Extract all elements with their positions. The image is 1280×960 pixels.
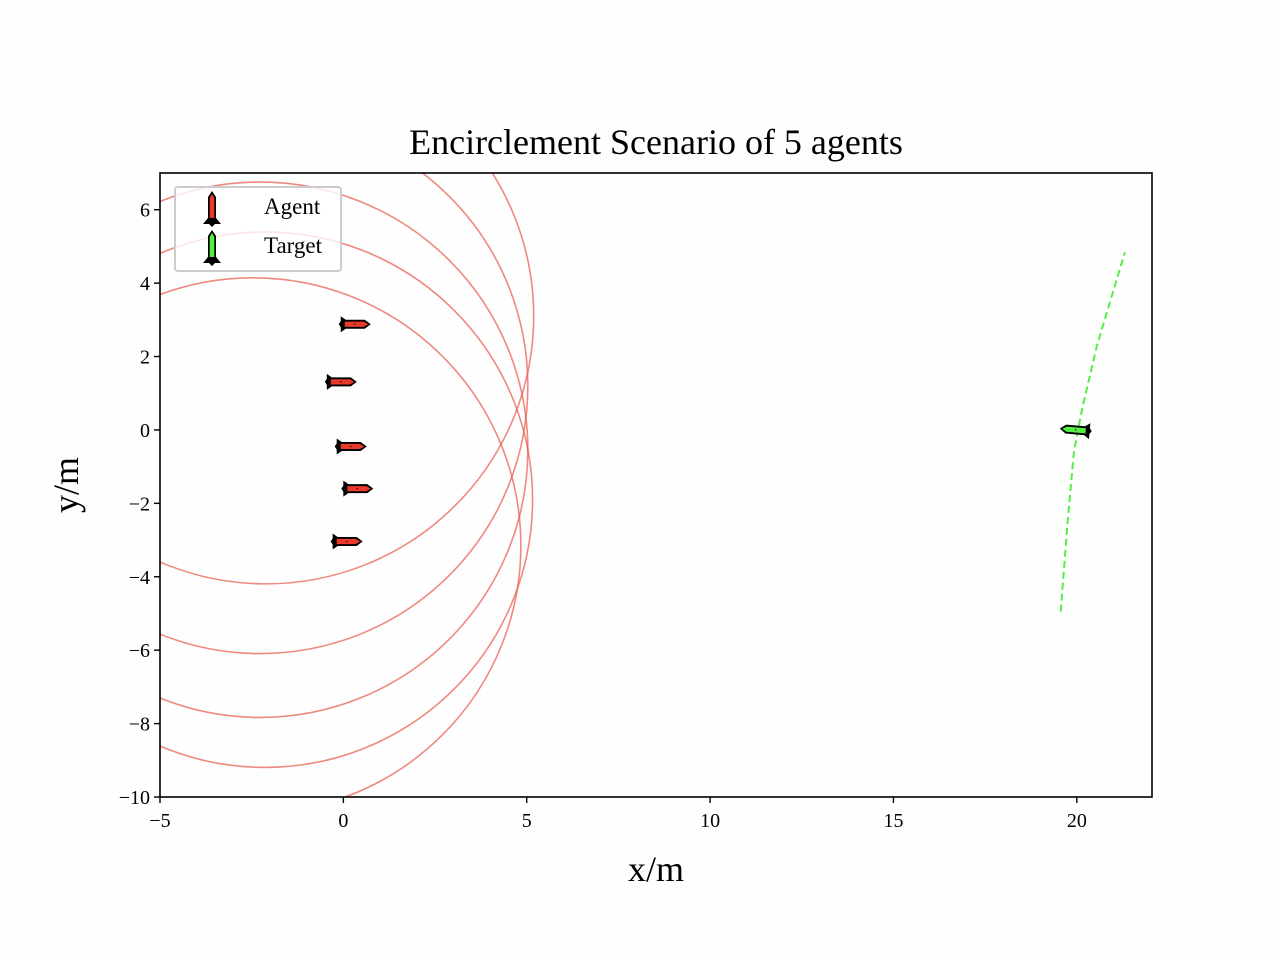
x-tick-label: −5 xyxy=(149,810,170,832)
sensing-circle xyxy=(160,173,535,585)
legend: Agent Target xyxy=(174,186,342,272)
y-tick-label: −8 xyxy=(129,714,150,736)
x-tick-label: 15 xyxy=(883,810,903,832)
x-tick-label: 10 xyxy=(700,810,720,832)
y-tick-label: 6 xyxy=(140,200,150,222)
axes-frame xyxy=(159,172,1153,798)
sensing-circle xyxy=(160,277,522,797)
legend-entry-agent: Agent xyxy=(176,190,340,228)
legend-label-agent: Agent xyxy=(264,194,321,219)
y-tick-label: −2 xyxy=(129,493,150,515)
agent-marker xyxy=(334,438,367,455)
sensing-circle xyxy=(160,173,529,655)
y-tick-label: 4 xyxy=(140,273,150,295)
target-marker xyxy=(1059,423,1092,440)
y-tick-label: −6 xyxy=(129,640,150,662)
x-tick-label: 5 xyxy=(522,810,532,832)
y-axis-label: y/m xyxy=(46,456,86,514)
target-rocket-icon xyxy=(203,230,221,266)
agent-marker xyxy=(324,373,357,390)
legend-label-target: Target xyxy=(264,233,322,258)
agent-marker xyxy=(330,533,363,550)
y-tick-label: 2 xyxy=(140,347,150,369)
y-tick-label: −10 xyxy=(119,787,150,809)
legend-entry-target: Target xyxy=(176,229,340,267)
x-axis-label: x/m xyxy=(627,849,684,889)
chart-title: Encirclement Scenario of 5 agents xyxy=(409,122,903,162)
x-tick-label: 20 xyxy=(1067,810,1087,832)
x-tick-label: 0 xyxy=(338,810,348,832)
plot-content xyxy=(160,173,1126,797)
agent-marker xyxy=(338,316,371,333)
y-tick-label: 0 xyxy=(140,420,150,442)
agent-rocket-icon xyxy=(203,191,221,227)
y-tick-label: −4 xyxy=(129,567,150,589)
agent-marker xyxy=(341,480,374,497)
